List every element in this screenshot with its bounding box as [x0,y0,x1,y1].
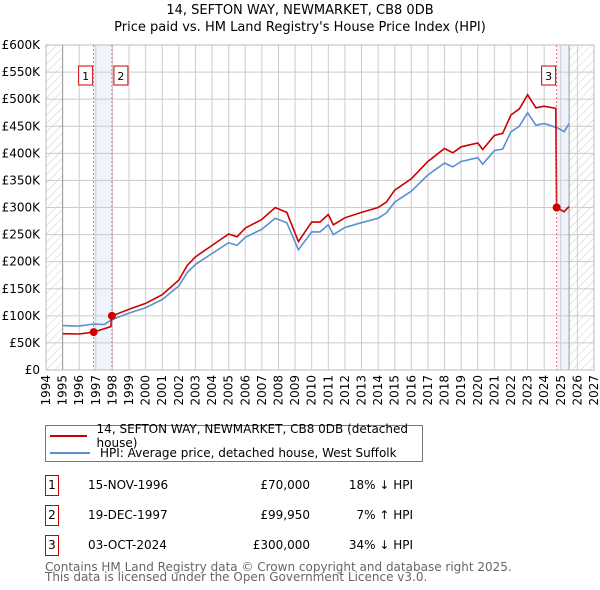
sale-point [552,203,561,212]
legend-label-property: 14, SEFTON WAY, NEWMARKET, CB8 0DB (deta… [96,422,409,450]
property-price-line [62,93,570,335]
x-tick-label: 2013 [355,375,369,406]
y-tick-label: £450K [2,119,42,133]
x-tick-label: 2027 [587,375,600,406]
y-tick-label: £50K [9,336,41,350]
sale-label: 1 [82,70,89,83]
sale-date: 03-OCT-2024 [88,538,167,552]
chart-subtitle: Price paid vs. HM Land Registry's House … [114,20,486,35]
sale-date: 15-NOV-1996 [88,478,169,492]
x-tick-label: 2025 [554,375,568,406]
x-tick-label: 2010 [305,375,319,406]
x-tick-label: 2026 [570,375,584,406]
x-tick-label: 2005 [222,375,236,406]
x-tick-label: 2021 [487,375,501,406]
x-tick-label: 2018 [438,375,452,406]
x-tick-label: 2001 [155,375,169,406]
x-tick-label: 2023 [521,375,535,406]
sale-label-box [78,65,94,86]
sale-point [107,311,116,320]
y-tick-label: £600K [2,38,42,52]
x-tick-label: 2024 [537,375,551,406]
footer-licence: This data is licensed under the Open Gov… [45,570,428,584]
sale-hpi-diff: 34% ↓ HPI [348,538,413,552]
y-tick-label: £350K [2,173,42,187]
x-tick-label: 2003 [188,375,202,406]
y-tick-label: £500K [2,92,42,106]
legend-swatch-property [50,435,87,437]
x-tick-label: 2009 [288,375,302,406]
x-tick-label: 2020 [471,375,485,406]
sale-row: 1 15-NOV-1996 £70,000 18% ↓ HPI [45,475,413,496]
y-tick-label: £0 [25,363,40,377]
legend: 14, SEFTON WAY, NEWMARKET, CB8 0DB (deta… [45,422,423,462]
x-tick-label: 2015 [388,375,402,406]
x-tick-label: 1997 [89,375,103,406]
x-tick-label: 2017 [421,375,435,406]
x-tick-label: 2000 [139,375,153,406]
x-tick-label: 2008 [271,375,285,406]
y-tick-label: £150K [2,282,42,296]
x-tick-label: 2016 [404,375,418,406]
hpi-line [62,111,570,327]
footer-copyright: Contains HM Land Registry data © Crown c… [45,560,512,574]
sale-hpi-diff: 7% ↑ HPI [356,508,413,522]
y-tick-label: £400K [2,146,42,160]
x-tick-label: 2006 [238,375,252,406]
sale-price: £300,000 [252,538,310,552]
x-tick-label: 2011 [321,375,335,406]
sale-price: £99,950 [260,508,310,522]
x-tick-label: 1994 [39,375,53,406]
sale-marker: 2 [45,505,59,526]
x-tick-label: 2002 [172,375,186,406]
sale-label-box [541,65,557,86]
x-tick-label: 1998 [105,375,119,406]
x-tick-label: 1996 [72,375,86,406]
sale-marker: 1 [45,475,59,496]
x-tick-label: 2022 [504,375,518,406]
sale-marker: 3 [45,535,59,556]
y-tick-label: £250K [2,228,42,242]
chart-title: 14, SEFTON WAY, NEWMARKET, CB8 0DB [166,3,434,18]
sale-row: 3 03-OCT-2024 £300,000 34% ↓ HPI [45,535,413,556]
x-tick-label: 2012 [338,375,352,406]
sale-point [89,328,98,337]
y-tick-label: £100K [2,309,42,323]
y-tick-label: £300K [2,201,42,215]
x-tick-label: 2007 [255,375,269,406]
y-tick-label: £200K [2,255,42,269]
sale-label: 3 [545,70,552,83]
sale-label-box [113,65,129,86]
sale-label: 2 [117,70,124,83]
sale-price: £70,000 [260,478,310,492]
x-tick-label: 1995 [56,375,70,406]
sale-date: 19-DEC-1997 [88,508,168,522]
plot-border [45,44,595,371]
x-tick-label: 1999 [122,375,136,406]
x-tick-label: 2019 [454,375,468,406]
sale-hpi-diff: 18% ↓ HPI [348,478,413,492]
x-tick-label: 2004 [205,375,219,406]
x-tick-label: 2014 [371,375,385,406]
legend-label-hpi: HPI: Average price, detached house, West… [100,446,397,460]
sale-row: 2 19-DEC-1997 £99,950 7% ↑ HPI [45,505,413,526]
legend-swatch-hpi [50,452,90,454]
y-tick-label: £550K [2,65,42,79]
